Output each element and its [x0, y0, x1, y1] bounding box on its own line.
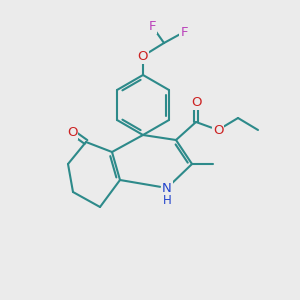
- Text: O: O: [138, 50, 148, 62]
- Text: F: F: [180, 26, 188, 38]
- Text: O: O: [191, 95, 201, 109]
- Text: H: H: [163, 194, 171, 208]
- Text: N: N: [162, 182, 172, 194]
- Text: O: O: [67, 125, 77, 139]
- Text: O: O: [213, 124, 223, 136]
- Text: F: F: [148, 20, 156, 32]
